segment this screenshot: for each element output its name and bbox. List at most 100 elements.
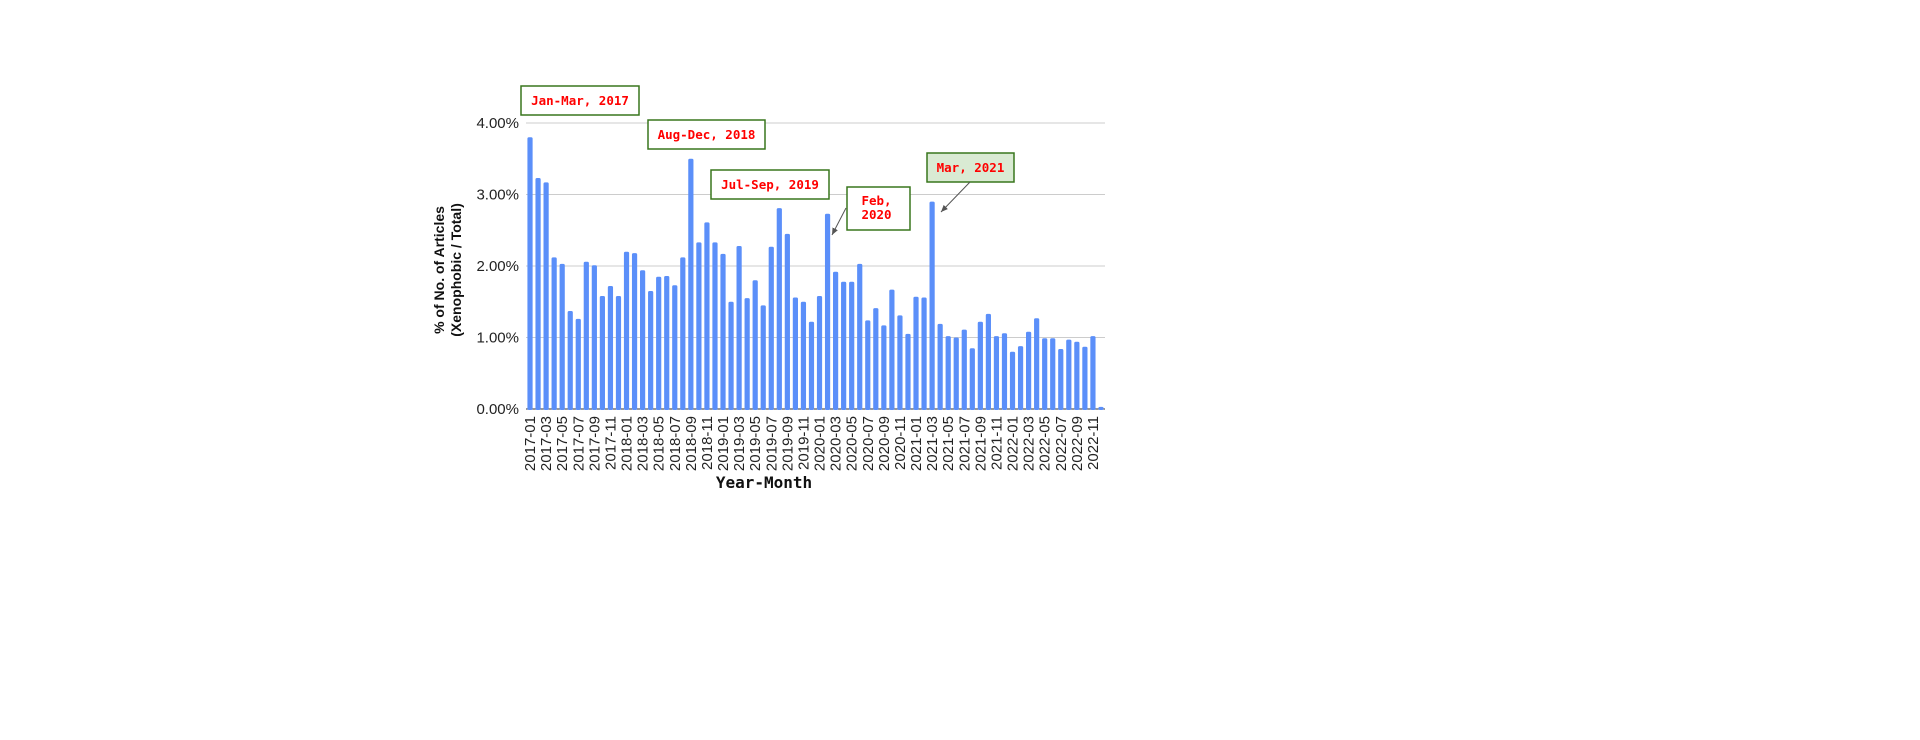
bar-2021-02 [921, 297, 927, 410]
bar-2020-01 [816, 296, 823, 410]
bar-2017-07 [575, 318, 581, 410]
annotation-box [647, 119, 766, 150]
bar-2021-09 [977, 321, 983, 410]
annotation-arrow [831, 207, 847, 236]
annotation-text: Jan-Mar, 2017 [531, 93, 629, 108]
x-tick-label: 2022-03 [1021, 416, 1038, 471]
bar-2020-07 [865, 320, 871, 410]
bar-2018-07 [672, 285, 678, 410]
x-tick-label: 2020-09 [876, 416, 893, 471]
bar-2019-11 [800, 301, 807, 410]
x-axis-label: Year-Month [716, 473, 812, 492]
y-axis-label: % of No. of Articles [431, 206, 447, 334]
bar-2021-05 [945, 336, 951, 410]
bar-2018-03 [640, 270, 646, 410]
bar-2022-11 [1090, 336, 1096, 410]
bar-2018-12 [712, 242, 718, 410]
y-tick-label: 3.00% [476, 187, 519, 204]
bar-2021-01 [913, 296, 919, 410]
bar-2019-07 [768, 246, 774, 410]
x-tick-label: 2019-07 [763, 416, 780, 471]
bar-2022-06 [1050, 338, 1056, 410]
x-tick-label: 2022-05 [1037, 416, 1054, 471]
x-tick-label: 2022-01 [1005, 416, 1022, 471]
x-tick-label: 2021-03 [924, 416, 941, 471]
x-tick-label: 2019-05 [747, 416, 764, 471]
x-tick-label: 2018-01 [619, 416, 636, 471]
bar-2021-07 [961, 329, 967, 410]
x-tick-label: 2021-11 [988, 416, 1005, 470]
bar-2020-12 [905, 333, 911, 410]
bar-2020-10 [889, 289, 895, 410]
annotation-3: Feb,2020 [831, 186, 911, 236]
y-axis-label-line2: (Xenophobic / Total) [448, 203, 464, 337]
annotation-arrow [940, 181, 971, 213]
bar-2018-02 [631, 253, 638, 410]
annotation-2: Jul-Sep, 2019 [710, 169, 830, 200]
bar-2017-06 [567, 311, 573, 410]
bar-2019-09 [784, 233, 790, 410]
annotation-text: 2020 [861, 207, 891, 222]
annotation-box [520, 85, 640, 116]
x-tick-label: 2017-01 [522, 416, 539, 471]
x-tick-label: 2017-09 [586, 416, 603, 471]
x-tick-label: 2020-01 [812, 416, 829, 471]
bar-2019-10 [792, 297, 798, 410]
x-tick-label: 2021-09 [972, 416, 989, 471]
x-tick-label: 2018-09 [683, 416, 700, 471]
annotation-box [846, 186, 911, 231]
x-tick-label: 2017-11 [602, 416, 619, 470]
x-tick-label: 2020-05 [844, 416, 861, 471]
x-tick-label: 2018-05 [651, 416, 668, 471]
x-tick-label: 2020-11 [892, 416, 909, 470]
bar-2022-07 [1058, 348, 1064, 410]
bar-2020-09 [881, 325, 887, 410]
x-tick-label: 2022-09 [1069, 416, 1086, 471]
bar-2022-03 [1026, 331, 1032, 410]
y-axis-ticks: 0.00% 1.00% 2.00% 3.00% 4.00% [476, 115, 519, 418]
bar-2019-08 [776, 208, 782, 410]
bar-2017-03 [543, 182, 549, 410]
bar-2022-10 [1082, 346, 1088, 410]
x-tick-label: 2022-07 [1053, 416, 1070, 471]
bar-2017-02 [535, 178, 541, 410]
x-tick-label: 2020-03 [828, 416, 845, 471]
gridlines [526, 122, 1105, 410]
bar-2017-12 [615, 296, 622, 410]
bar-2017-09 [591, 265, 597, 410]
bar-2019-12 [808, 321, 815, 410]
bar-2020-03 [833, 271, 839, 410]
annotation-box [710, 169, 830, 200]
y-tick-label: 4.00% [476, 115, 519, 132]
bar-2018-01 [623, 251, 630, 410]
x-tick-label: 2021-05 [940, 416, 957, 471]
bar-2021-12 [1001, 333, 1008, 410]
x-tick-label: 2022-11 [1085, 416, 1102, 470]
annotation-text: Feb, [861, 193, 891, 208]
bar-2020-02 [824, 213, 831, 410]
bar-2018-08 [680, 257, 686, 410]
bar-2017-05 [559, 263, 565, 410]
bar-2018-04 [648, 291, 654, 410]
x-tick-label: 2021-01 [908, 416, 925, 471]
x-tick-label: 2018-07 [667, 416, 684, 471]
bar-2017-11 [607, 286, 614, 410]
bar-2021-11 [993, 336, 1000, 410]
x-tick-label: 2021-07 [956, 416, 973, 471]
bar-2018-06 [664, 276, 670, 410]
bar-2018-10 [696, 242, 702, 410]
x-tick-label: 2020-07 [860, 416, 877, 471]
y-tick-label: 1.00% [476, 330, 519, 347]
bar-2021-08 [969, 348, 975, 410]
bar-2018-09 [688, 158, 694, 410]
annotation-4: Mar, 2021 [926, 152, 1015, 213]
bar-2021-10 [985, 313, 991, 410]
bar-2017-08 [583, 261, 589, 410]
x-tick-label: 2017-03 [538, 416, 555, 471]
bar-2022-12 [1098, 406, 1104, 410]
annotation-1: Aug-Dec, 2018 [647, 119, 766, 150]
bar-2017-04 [551, 257, 557, 410]
annotation-text: Jul-Sep, 2019 [721, 177, 819, 192]
bar-2019-01 [720, 253, 726, 410]
bar-2019-06 [760, 305, 766, 410]
